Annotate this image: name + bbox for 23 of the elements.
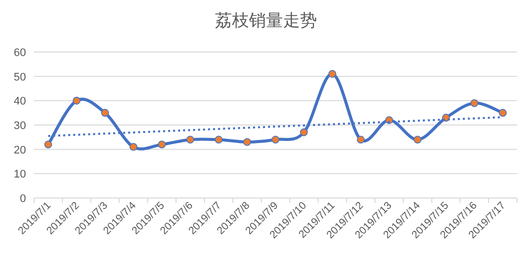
point: [498, 108, 507, 117]
y-tick-label: 30: [14, 120, 26, 132]
point: [158, 140, 166, 148]
point: [72, 96, 81, 105]
y-tick-label: 40: [14, 96, 26, 108]
point: [272, 136, 280, 144]
point: [44, 140, 52, 148]
chart-title: 荔枝销量走势: [215, 11, 317, 30]
point: [186, 136, 194, 144]
y-tick-label: 50: [14, 71, 26, 84]
y-tick-label: 0: [20, 193, 26, 205]
y-tick-label: 60: [14, 47, 26, 59]
point: [470, 99, 478, 107]
point: [300, 128, 308, 136]
point: [328, 70, 336, 78]
point: [414, 136, 422, 144]
point: [101, 108, 109, 117]
point: [243, 138, 251, 146]
point: [130, 143, 138, 151]
y-tick-label: 20: [14, 144, 26, 156]
point: [356, 136, 365, 144]
point: [214, 136, 223, 144]
y-tick-label: 10: [14, 168, 26, 181]
